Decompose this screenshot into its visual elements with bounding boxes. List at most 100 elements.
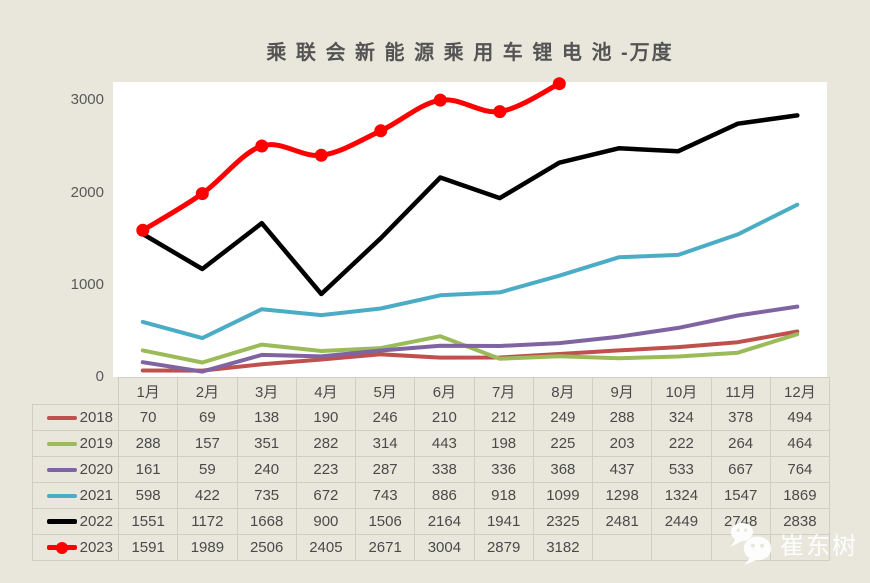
data-table: 1月 2月 3月 4月 5月 6月 7月 8月 9月 10月 11月 12月 2018 70 69 138 19… — [32, 377, 831, 561]
legend-cell-2022: 2022 — [32, 508, 119, 535]
legend-label: 2019 — [79, 435, 113, 452]
value-cell: 351 — [236, 430, 297, 457]
legend-label: 2020 — [79, 461, 113, 478]
value-cell: 223 — [295, 456, 357, 483]
month-header-cell: 11月 — [710, 377, 771, 405]
value-cell: 1099 — [532, 482, 594, 509]
value-cell: 1551 — [117, 508, 179, 535]
month-header-cell: 7月 — [473, 377, 534, 405]
table-row: 2021 598 422 735 672 743 886 918 1099 1298 1324 154… — [32, 482, 831, 509]
value-cell: 743 — [354, 482, 416, 509]
value-cell: 2325 — [532, 508, 594, 535]
legend-line-2019 — [46, 441, 77, 446]
y-axis-tick: 3000 — [70, 91, 104, 109]
legend-marker-2023 — [55, 541, 68, 554]
value-cell: 464 — [769, 430, 831, 457]
value-cell: 190 — [295, 404, 357, 431]
legend-label: 2021 — [79, 487, 113, 504]
value-cell: 2506 — [236, 534, 297, 561]
value-cell: 437 — [591, 456, 653, 483]
value-cell: 161 — [117, 456, 179, 483]
month-header-cell: 10月 — [651, 377, 712, 405]
value-cell: 288 — [117, 430, 179, 457]
value-cell: 1324 — [651, 482, 712, 509]
value-cell: 1668 — [236, 508, 297, 535]
legend-line-2020 — [46, 467, 77, 472]
value-cell: 203 — [591, 430, 653, 457]
value-cell: 246 — [354, 404, 416, 431]
y-axis-tick: 0 — [95, 368, 104, 385]
value-cell: 886 — [414, 482, 475, 509]
value-cell: 1591 — [117, 534, 179, 561]
legend-cell-2019: 2019 — [32, 430, 119, 457]
value-cell: 443 — [414, 430, 475, 457]
month-header-cell: 4月 — [295, 377, 357, 405]
value-cell: 198 — [473, 430, 534, 457]
legend-label: 2023 — [79, 539, 113, 556]
value-cell: 2481 — [591, 508, 653, 535]
y-axis-tick: 2000 — [70, 183, 104, 201]
value-cell: 314 — [354, 430, 416, 457]
month-header-cell: 12月 — [769, 377, 831, 405]
value-cell: 1941 — [473, 508, 534, 535]
value-cell: 2671 — [354, 534, 416, 561]
value-cell: 918 — [473, 482, 534, 509]
value-cell: 324 — [651, 404, 712, 431]
legend-cell-2018: 2018 — [32, 404, 119, 431]
value-cell: 667 — [710, 456, 771, 483]
value-cell: 598 — [117, 482, 179, 509]
month-header-cell: 9月 — [591, 377, 653, 405]
watermark-text: 崔东树 — [780, 532, 858, 560]
month-header-cell: 2月 — [177, 377, 238, 405]
table-row: 2022 1551 1172 1668 900 1506 2164 1941 2325 2481 2… — [32, 508, 831, 535]
legend-line-2021 — [46, 493, 77, 498]
value-cell: 287 — [354, 456, 416, 483]
value-cell: 70 — [117, 404, 179, 431]
value-cell — [591, 534, 653, 561]
legend-cell-2020: 2020 — [32, 456, 119, 483]
legend-cell-2023: 2023 — [32, 534, 119, 561]
legend-label: 2022 — [79, 513, 113, 530]
value-cell: 422 — [177, 482, 238, 509]
value-cell: 900 — [295, 508, 357, 535]
value-cell: 533 — [651, 456, 712, 483]
month-header-cell: 6月 — [414, 377, 475, 405]
value-cell: 1506 — [354, 508, 416, 535]
value-cell: 672 — [295, 482, 357, 509]
value-cell: 288 — [591, 404, 653, 431]
table-row: 2023 1591 1989 2506 2405 2671 3004 2879 3182 — [32, 534, 831, 561]
watermark: 崔东树 — [729, 519, 858, 567]
plot-area — [113, 82, 827, 377]
month-header-cell: 5月 — [354, 377, 416, 405]
y-axis-tick: 1000 — [70, 275, 104, 293]
value-cell: 1172 — [177, 508, 238, 535]
value-cell: 249 — [532, 404, 594, 431]
legend-label: 2018 — [79, 409, 113, 426]
value-cell: 1298 — [591, 482, 653, 509]
legend-line-2022 — [46, 519, 77, 524]
legend-cell-2021: 2021 — [32, 482, 119, 509]
table-row: 2020 161 59 240 223 287 338 336 368 437 533 667 764 — [32, 456, 831, 483]
value-cell: 222 — [651, 430, 712, 457]
value-cell: 338 — [414, 456, 475, 483]
value-cell: 225 — [532, 430, 594, 457]
value-cell: 240 — [236, 456, 297, 483]
value-cell: 368 — [532, 456, 594, 483]
wechat-icon — [730, 522, 772, 565]
value-cell: 69 — [177, 404, 238, 431]
value-cell: 2449 — [651, 508, 712, 535]
value-cell: 59 — [177, 456, 238, 483]
value-cell: 138 — [236, 404, 297, 431]
value-cell: 210 — [414, 404, 475, 431]
value-cell: 3182 — [532, 534, 594, 561]
value-cell: 282 — [295, 430, 357, 457]
value-cell: 1989 — [177, 534, 238, 561]
value-cell — [651, 534, 712, 561]
value-cell: 735 — [236, 482, 297, 509]
value-cell: 2405 — [295, 534, 357, 561]
value-cell: 764 — [769, 456, 831, 483]
value-cell: 3004 — [414, 534, 475, 561]
value-cell: 1869 — [769, 482, 831, 509]
value-cell: 494 — [769, 404, 831, 431]
